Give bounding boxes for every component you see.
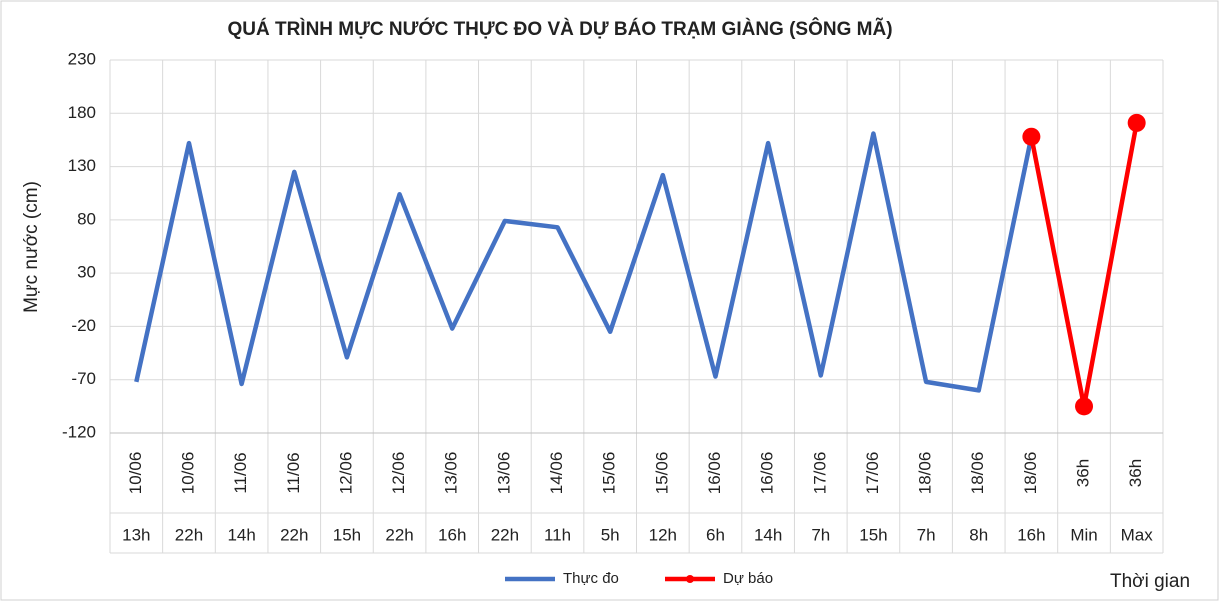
y-axis-label: Mực nước (cm) [21,181,42,313]
legend-label: Dự báo [723,570,773,587]
x-sub-label: 5h [601,525,620,544]
y-tick-label: 180 [68,103,96,122]
x-sub-label: 22h [280,525,308,544]
y-tick-label: 30 [77,263,96,282]
x-tick-label: 36h [1074,459,1093,487]
y-tick-label: 80 [77,209,96,228]
x-tick-label: 12/06 [389,452,408,495]
x-sub-label: 22h [491,525,519,544]
x-tick-label: 18/06 [968,452,987,495]
x-sub-label: 13h [122,525,150,544]
x-sub-label: 15h [333,525,361,544]
x-sub-label: 6h [706,525,725,544]
x-tick-label: 10/06 [126,452,145,495]
x-tick-label: 18/06 [916,452,935,495]
y-tick-label: -120 [62,422,96,441]
series-line [134,131,1034,393]
x-tick-label: 17/06 [810,452,829,495]
x-sub-label: Max [1121,525,1154,544]
legend-marker [686,575,694,583]
x-sub-label: 8h [969,525,988,544]
x-tick-label: 15/06 [600,452,619,495]
marker [1127,113,1146,132]
x-tick-label: 15/06 [652,452,671,495]
y-tick-label: 230 [68,49,96,68]
marker [1075,397,1094,416]
chart-title: QUÁ TRÌNH MỰC NƯỚC THỰC ĐO VÀ DỰ BÁO TRẠ… [227,18,892,40]
legend-label: Thực đo [563,570,619,587]
y-tick-label: -20 [71,316,96,335]
x-tick-label: 18/06 [1021,452,1040,495]
x-sub-label: 12h [649,525,677,544]
marker [1022,127,1041,146]
x-tick-label: 16/06 [758,452,777,495]
x-sub-label: 15h [859,525,887,544]
x-tick-label: 11/06 [231,452,250,493]
x-sub-label: 11h [544,525,571,544]
x-tick-label: 17/06 [863,452,882,495]
x-tick-label: 13/06 [442,452,461,495]
x-sub-label: 7h [811,525,830,544]
x-sub-label: 16h [1017,525,1045,544]
x-sub-label: 22h [175,525,203,544]
y-tick-label: -70 [71,369,96,388]
x-tick-label: 14/06 [547,452,566,495]
x-tick-label: 11/06 [284,452,303,493]
x-tick-label: 12/06 [336,452,355,495]
x-tick-label: 36h [1126,459,1145,487]
x-sub-label: 16h [438,525,466,544]
x-sub-label: Min [1070,525,1097,544]
x-sub-label: 22h [385,525,413,544]
x-sub-label: 7h [917,525,936,544]
y-tick-label: 130 [68,156,96,175]
x-tick-label: 16/06 [705,452,724,495]
x-tick-label: 10/06 [178,452,197,495]
x-tick-label: 13/06 [494,452,513,495]
x-sub-label: 14h [227,525,255,544]
x-sub-label: 14h [754,525,782,544]
x-axis-label: Thời gian [1110,571,1190,592]
